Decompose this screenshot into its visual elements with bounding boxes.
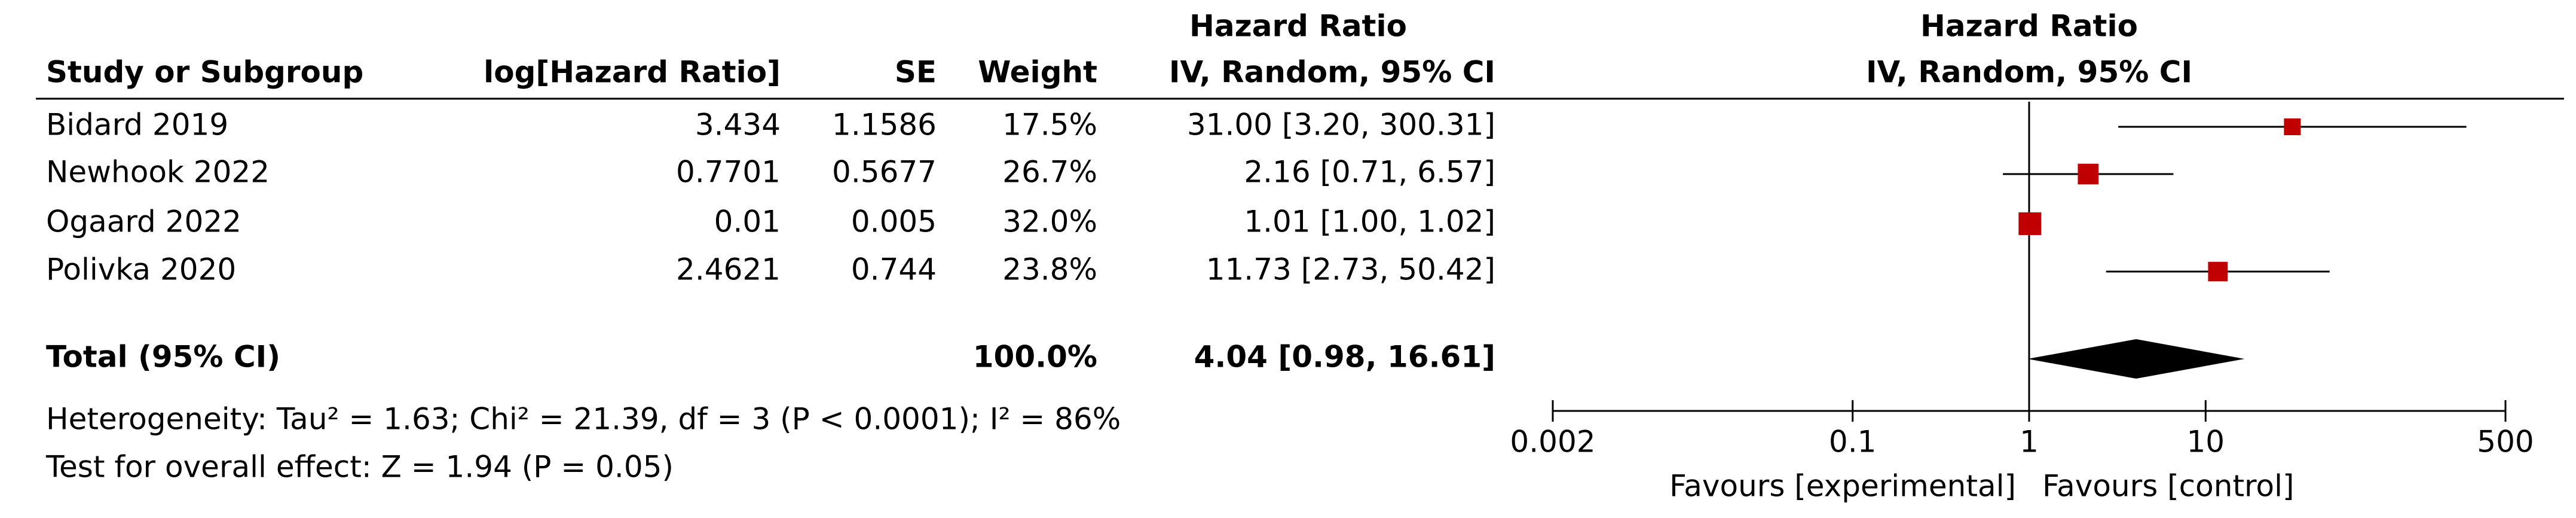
overall-effect: Test for overall effect: Z = 1.94 (P = 0…	[45, 450, 674, 485]
column-header: Study or Subgroup	[46, 55, 363, 90]
weight: 26.7%	[1002, 155, 1097, 190]
log-hr: 0.7701	[676, 155, 781, 190]
log-hr: 0.01	[714, 205, 781, 239]
x-tick-label: 0.1	[1829, 425, 1877, 459]
study-marker	[2208, 261, 2228, 282]
study-marker	[2018, 212, 2042, 235]
se: 1.1586	[832, 108, 937, 142]
total-name: Total (95% CI)	[46, 340, 280, 374]
weight: 17.5%	[1002, 108, 1097, 142]
study-name: Ogaard 2022	[46, 205, 241, 239]
study-marker	[2284, 118, 2301, 136]
effect-header: Hazard Ratio	[1189, 9, 1407, 44]
study-name: Bidard 2019	[46, 108, 228, 142]
se: 0.744	[851, 252, 937, 287]
x-tick-label: 500	[2477, 425, 2534, 459]
heterogeneity: Heterogeneity: Tau² = 1.63; Chi² = 21.39…	[46, 402, 1121, 437]
study-name: Polivka 2020	[46, 252, 236, 287]
log-hr: 3.434	[695, 108, 781, 142]
total-weight: 100.0%	[973, 340, 1097, 374]
favours-right: Favours [control]	[2042, 469, 2294, 504]
x-tick-label: 10	[2186, 425, 2225, 459]
plot-header: IV, Random, 95% CI	[1866, 55, 2192, 90]
ci-text: 2.16 [0.71, 6.57]	[1244, 155, 1495, 190]
favours-left: Favours [experimental]	[1669, 469, 2016, 504]
plot-header: Hazard Ratio	[1920, 9, 2138, 44]
study-name: Newhook 2022	[46, 155, 270, 190]
column-header: IV, Random, 95% CI	[1169, 55, 1495, 90]
log-hr: 2.4621	[676, 252, 781, 287]
weight: 23.8%	[1002, 252, 1097, 287]
total-diamond	[2027, 339, 2245, 379]
se: 0.5677	[832, 155, 937, 190]
column-header: SE	[895, 55, 937, 90]
ci-text: 1.01 [1.00, 1.02]	[1244, 205, 1495, 239]
ci-text: 11.73 [2.73, 50.42]	[1206, 252, 1495, 287]
total-ci-text: 4.04 [0.98, 16.61]	[1194, 340, 1495, 374]
ci-text: 31.00 [3.20, 300.31]	[1187, 108, 1495, 142]
x-tick-label: 0.002	[1510, 425, 1595, 459]
x-tick-label: 1	[2020, 425, 2039, 459]
weight: 32.0%	[1002, 205, 1097, 239]
column-header: Weight	[978, 55, 1097, 90]
study-marker	[2078, 163, 2099, 185]
column-header: log[Hazard Ratio]	[484, 55, 781, 90]
se: 0.005	[851, 205, 937, 239]
